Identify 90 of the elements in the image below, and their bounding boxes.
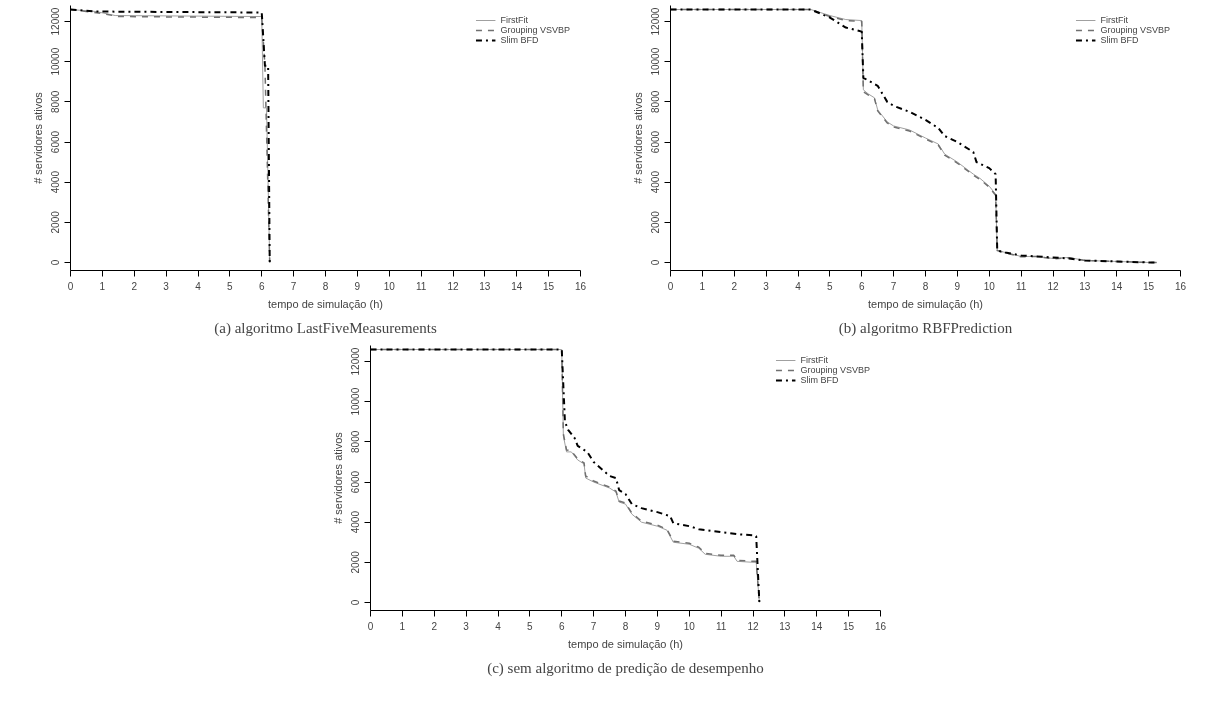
x-tick-label: 15 <box>1143 280 1155 292</box>
y-tick-label: 6000 <box>650 130 662 154</box>
x-tick-label: 11 <box>415 280 427 292</box>
x-tick-label: 6 <box>258 280 265 292</box>
legend-label: FirstFit <box>500 15 528 25</box>
x-tick-label: 5 <box>827 280 834 292</box>
y-tick-label: 2000 <box>350 550 362 574</box>
x-tick-label: 1 <box>399 620 406 632</box>
x-tick-label: 16 <box>1174 280 1187 292</box>
y-tick-label: 12000 <box>350 347 362 376</box>
x-tick-label: 2 <box>131 280 138 292</box>
x-axis-title: tempo de simulação (h) <box>268 297 383 310</box>
legend-label: Grouping VSVBP <box>500 25 570 35</box>
y-tick-label: 6000 <box>350 470 362 494</box>
x-tick-label: 4 <box>795 280 802 292</box>
y-tick-label: 12000 <box>50 7 62 36</box>
legend-label: Slim BFD <box>500 35 539 45</box>
legend-label: Slim BFD <box>1100 35 1139 45</box>
x-tick-label: 5 <box>527 620 534 632</box>
y-axis-title: # servidores ativos <box>31 91 44 184</box>
y-tick-label: 8000 <box>650 90 662 113</box>
x-tick-label: 3 <box>463 620 470 632</box>
x-tick-label: 10 <box>683 620 696 632</box>
x-tick-label: 11 <box>1015 280 1027 292</box>
x-tick-label: 13 <box>779 620 791 632</box>
x-tick-label: 1 <box>99 280 106 292</box>
y-tick-label: 10000 <box>50 47 62 76</box>
y-tick-label: 4000 <box>50 170 62 194</box>
y-axis-title: # servidores ativos <box>631 91 644 184</box>
y-tick-label: 2000 <box>50 210 62 234</box>
x-tick-label: 5 <box>227 280 234 292</box>
y-tick-label: 4000 <box>650 170 662 194</box>
text: (a) algoritmo LastFiveMeasurements <box>214 319 437 337</box>
x-tick-label: 7 <box>590 620 597 632</box>
x-tick-label: 13 <box>479 280 491 292</box>
legend-label: Slim BFD <box>800 375 839 385</box>
x-tick-label: 14 <box>1111 280 1123 292</box>
x-tick-label: 12 <box>747 620 759 632</box>
x-tick-label: 2 <box>731 280 738 292</box>
x-tick-label: 9 <box>954 280 961 292</box>
legend-label: FirstFit <box>1100 15 1128 25</box>
text: (c) sem algoritmo de predição de desempenho <box>487 659 764 677</box>
y-tick-label: 10000 <box>350 387 362 416</box>
y-tick-label: 10000 <box>650 47 662 76</box>
y-tick-label: 2000 <box>650 210 662 234</box>
x-tick-label: 9 <box>354 280 361 292</box>
x-tick-label: 15 <box>543 280 555 292</box>
x-tick-label: 16 <box>574 280 587 292</box>
x-tick-label: 3 <box>763 280 770 292</box>
x-tick-label: 14 <box>511 280 523 292</box>
x-tick-label: 3 <box>163 280 170 292</box>
text: (b) algoritmo RBFPrediction <box>838 319 1013 337</box>
y-tick-label: 8000 <box>50 90 62 113</box>
legend-label: Grouping VSVBP <box>800 365 870 375</box>
x-tick-label: 12 <box>447 280 459 292</box>
y-tick-label: 0 <box>350 599 362 606</box>
x-tick-label: 16 <box>874 620 887 632</box>
x-axis-title: tempo de simulação (h) <box>868 297 983 310</box>
x-tick-label: 14 <box>811 620 823 632</box>
x-tick-label: 11 <box>715 620 727 632</box>
legend-label: FirstFit <box>800 355 828 365</box>
x-tick-label: 6 <box>558 620 565 632</box>
x-tick-label: 7 <box>890 280 897 292</box>
y-tick-label: 12000 <box>650 7 662 36</box>
x-tick-label: 4 <box>195 280 202 292</box>
x-tick-label: 1 <box>699 280 706 292</box>
y-tick-label: 0 <box>50 259 62 266</box>
x-tick-label: 4 <box>495 620 502 632</box>
x-tick-label: 0 <box>67 280 74 292</box>
x-axis-title: tempo de simulação (h) <box>568 637 683 650</box>
x-tick-label: 7 <box>290 280 297 292</box>
x-tick-label: 0 <box>367 620 374 632</box>
y-tick-label: 4000 <box>350 510 362 534</box>
x-tick-label: 2 <box>431 620 438 632</box>
x-tick-label: 10 <box>983 280 996 292</box>
y-tick-label: 0 <box>650 259 662 266</box>
x-tick-label: 8 <box>622 620 629 632</box>
x-tick-label: 10 <box>383 280 396 292</box>
x-tick-label: 12 <box>1047 280 1059 292</box>
y-tick-label: 8000 <box>350 430 362 453</box>
x-tick-label: 9 <box>654 620 661 632</box>
x-tick-label: 15 <box>843 620 855 632</box>
x-tick-label: 0 <box>667 280 674 292</box>
x-tick-label: 8 <box>322 280 329 292</box>
x-tick-label: 8 <box>922 280 929 292</box>
x-tick-label: 6 <box>858 280 865 292</box>
y-axis-title: # servidores ativos <box>331 431 344 524</box>
legend-label: Grouping VSVBP <box>1100 25 1170 35</box>
x-tick-label: 13 <box>1079 280 1091 292</box>
y-tick-label: 6000 <box>50 130 62 154</box>
